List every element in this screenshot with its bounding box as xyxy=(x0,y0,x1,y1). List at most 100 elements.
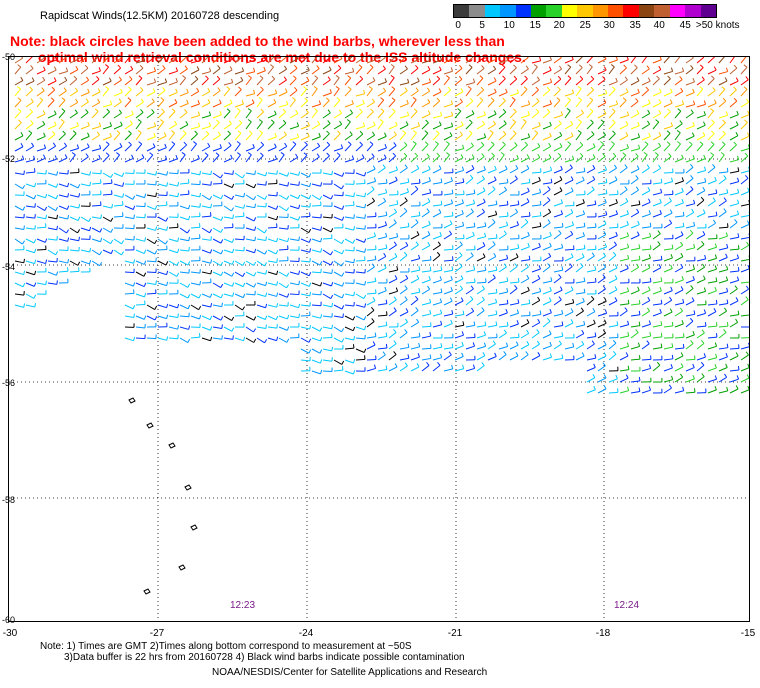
wind-barb-flag xyxy=(635,175,639,179)
wind-barb xyxy=(520,290,530,295)
wind-barb xyxy=(586,78,595,86)
wind-barb-flag xyxy=(338,109,342,114)
wind-barb-flag xyxy=(701,263,706,268)
wind-barb xyxy=(542,189,551,196)
wind-barb xyxy=(102,136,112,141)
wind-barb xyxy=(388,66,395,75)
wind-barb xyxy=(520,303,530,306)
wind-barb-flag xyxy=(219,110,222,115)
wind-barb xyxy=(586,99,594,108)
wind-barb xyxy=(179,57,187,64)
wind-barb xyxy=(157,81,167,86)
wind-barb-flag xyxy=(605,89,608,94)
wind-barb-flag xyxy=(20,76,24,81)
wind-barb xyxy=(212,68,221,75)
wind-barb xyxy=(586,146,596,152)
wind-barb xyxy=(487,189,496,196)
wind-barb-flag xyxy=(680,263,684,268)
wind-barb xyxy=(630,358,641,361)
wind-barb-flag xyxy=(31,142,35,147)
wind-barb-flag xyxy=(363,316,367,321)
wind-barb xyxy=(245,205,255,209)
wind-barb-flag xyxy=(480,86,485,91)
wind-barb-flag xyxy=(220,228,224,233)
wind-barb-flag xyxy=(154,316,158,321)
wind-barb xyxy=(25,304,35,308)
wind-barb-flag xyxy=(30,120,34,124)
wind-barb-flag xyxy=(393,241,397,246)
wind-barb xyxy=(355,194,365,198)
wind-barb-flag xyxy=(450,122,454,127)
wind-barb-flag xyxy=(681,67,685,72)
wind-barb xyxy=(630,303,640,306)
wind-barb xyxy=(366,292,377,295)
wind-barb-flag xyxy=(626,144,629,149)
wind-barb xyxy=(311,68,320,75)
wind-barb-flag xyxy=(51,130,56,135)
wind-barb-flag xyxy=(199,280,202,286)
wind-barb-flag xyxy=(260,86,264,91)
wind-barb-flag xyxy=(459,241,463,246)
wind-barb xyxy=(91,70,101,75)
wind-barb xyxy=(212,134,221,141)
wind-barb-flag xyxy=(471,307,475,312)
wind-barb-flag xyxy=(42,154,46,159)
wind-barb xyxy=(190,114,200,119)
wind-barb-flag xyxy=(600,141,604,145)
wind-barb xyxy=(476,89,485,97)
wind-barb-flag xyxy=(236,141,241,145)
wind-barb-flag xyxy=(98,67,101,72)
wind-barb xyxy=(432,346,442,350)
wind-barb xyxy=(300,282,310,287)
colorbar-swatch xyxy=(515,5,532,17)
wind-barb-flag xyxy=(625,352,629,357)
wind-barb-flag xyxy=(745,285,749,290)
wind-barb xyxy=(674,143,681,152)
wind-barb xyxy=(476,136,486,141)
wind-barb-flag xyxy=(725,111,729,116)
wind-barb xyxy=(47,124,57,130)
wind-barb xyxy=(619,67,627,75)
wind-barb-flag xyxy=(722,119,726,124)
wind-barb xyxy=(410,222,419,229)
wind-barb-flag xyxy=(94,108,99,112)
wind-barb xyxy=(322,57,331,64)
wind-barb-flag xyxy=(627,299,630,304)
wind-barb xyxy=(465,177,474,185)
wind-barb xyxy=(256,59,266,64)
wind-barb-flag xyxy=(132,282,136,287)
wind-barb xyxy=(740,314,749,317)
wind-barb-flag xyxy=(649,232,652,237)
wind-barb-flag xyxy=(440,309,443,314)
lat-label: -50 xyxy=(2,52,16,62)
wind-barb-flag xyxy=(747,144,749,149)
wind-barb xyxy=(344,347,355,350)
wind-barb xyxy=(201,172,211,176)
wind-barb xyxy=(14,88,21,97)
wind-barb-flag xyxy=(186,99,189,104)
wind-barb xyxy=(223,216,233,220)
wind-barb-flag xyxy=(527,242,530,247)
wind-barb xyxy=(36,99,44,108)
wind-barb-flag xyxy=(231,78,234,83)
wind-barb-flag xyxy=(537,275,541,279)
wind-barb-flag xyxy=(450,319,453,324)
wind-barb xyxy=(234,238,245,241)
wind-barb xyxy=(36,194,46,199)
wind-barb-flag xyxy=(116,130,121,134)
wind-barb xyxy=(212,155,220,163)
wind-barb xyxy=(14,282,24,288)
wind-barb xyxy=(366,215,377,218)
wind-barb-flag xyxy=(492,186,496,190)
wind-barb xyxy=(641,236,651,240)
wind-barb-flag xyxy=(700,361,705,366)
wind-barb-flag xyxy=(60,119,65,123)
wind-barb xyxy=(608,143,615,152)
wind-barb xyxy=(707,280,717,284)
wind-barb-flag xyxy=(18,119,22,123)
wind-barb xyxy=(212,293,222,299)
wind-barb xyxy=(564,311,574,317)
wind-barb xyxy=(564,124,574,130)
wind-barb-flag xyxy=(263,57,266,61)
wind-barb xyxy=(168,111,176,119)
